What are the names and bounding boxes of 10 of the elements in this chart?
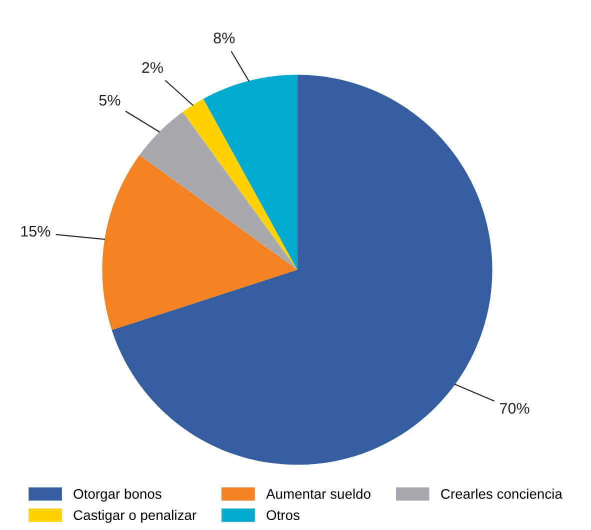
legend-label: Otros xyxy=(266,510,300,520)
data-label: 15% xyxy=(21,226,50,237)
legend-label: Castigar o penalizar xyxy=(74,510,196,523)
legend-label: Aumentar sueldo xyxy=(266,488,370,499)
legend-label: Otorgar bonos xyxy=(74,488,162,502)
legend-label: Crearles conciencia xyxy=(441,488,562,499)
data-label: 8% xyxy=(214,32,235,44)
data-label: 2% xyxy=(142,62,163,73)
data-label: 70% xyxy=(500,402,530,414)
data-label: 5% xyxy=(99,94,120,106)
